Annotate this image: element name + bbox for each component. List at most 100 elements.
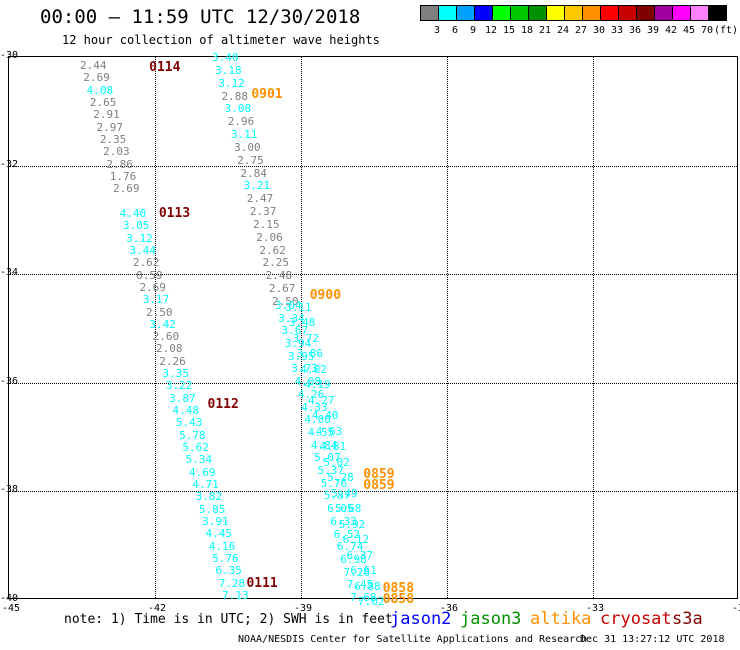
wave-height-value: 7.68 bbox=[350, 591, 377, 604]
latitude-gridline bbox=[9, 382, 737, 384]
wave-height-value: 3.11 bbox=[285, 301, 312, 314]
wave-height-value: 3.87 bbox=[169, 391, 196, 405]
color-scale-label: 18 bbox=[520, 25, 534, 36]
longitude-label: -30 bbox=[732, 603, 740, 614]
wave-height-value: 7.45 bbox=[346, 578, 374, 592]
wave-height-value: 2.97 bbox=[96, 120, 124, 134]
wave-height-value: 6.37 bbox=[346, 548, 373, 562]
wave-height-value: 3.91 bbox=[202, 515, 229, 529]
longitude-label: -36 bbox=[440, 603, 459, 614]
wave-height-value: 2.84 bbox=[240, 166, 267, 180]
latitude-gridline bbox=[9, 491, 737, 493]
color-scale-label: 27 bbox=[574, 25, 588, 36]
wave-height-value: 2.96 bbox=[227, 115, 255, 129]
wave-height-value: 4.71 bbox=[192, 478, 219, 492]
wave-height-value: 2.86 bbox=[106, 157, 133, 171]
wave-height-value: 4.08 bbox=[294, 375, 322, 389]
wave-height-value: 3.73 bbox=[291, 362, 318, 376]
wave-height-value: 2.88 bbox=[221, 89, 248, 103]
wave-height-value: 2.67 bbox=[268, 282, 296, 296]
wave-height-value: 3.05 bbox=[122, 219, 150, 233]
wave-height-value: 5.76 bbox=[320, 476, 348, 490]
longitude-label: -33 bbox=[586, 603, 605, 614]
wave-height-value: 5.76 bbox=[212, 552, 239, 566]
pass-time-label: 0111 bbox=[246, 575, 278, 591]
wave-height-value: 2.35 bbox=[99, 132, 127, 146]
wave-height-value: 6.52 bbox=[333, 527, 361, 541]
longitude-gridline bbox=[593, 57, 594, 598]
latitude-label: -34 bbox=[0, 267, 19, 279]
wave-height-value: 1.76 bbox=[109, 169, 137, 183]
wave-height-value: 2.62 bbox=[132, 256, 160, 270]
wave-height-value: 2.69 bbox=[113, 182, 140, 196]
wave-height-value: 6.61 bbox=[350, 564, 377, 578]
wave-height-value: 2.60 bbox=[152, 330, 180, 344]
wave-height-value: 3.42 bbox=[149, 317, 176, 331]
pass-time-label: 0859 bbox=[363, 477, 395, 493]
satellite-legend-jason3: jason3 bbox=[460, 609, 522, 629]
longitude-label: -42 bbox=[148, 603, 167, 614]
color-scale-label: 9 bbox=[469, 25, 477, 36]
wave-height-value: 6.74 bbox=[336, 540, 364, 554]
pass-time-label: 0114 bbox=[149, 59, 181, 75]
wave-height-value: 3.12 bbox=[126, 231, 153, 245]
wave-height-value: 2.44 bbox=[80, 59, 107, 72]
wave-height-value: 3.34 bbox=[278, 311, 305, 325]
latitude-label: -36 bbox=[0, 375, 19, 387]
wave-height-value: 2.47 bbox=[246, 192, 274, 206]
latitude-label: -38 bbox=[0, 484, 19, 496]
pass-time-label: 0859 bbox=[363, 467, 395, 483]
wave-height-value: 4.27 bbox=[308, 393, 335, 407]
wave-height-value: 4.48 bbox=[172, 404, 199, 418]
longitude-gridline bbox=[155, 57, 156, 598]
wave-height-value: 6.12 bbox=[342, 533, 370, 547]
wave-height-value: 5.34 bbox=[185, 453, 213, 467]
wave-height-value: 2.62 bbox=[259, 243, 286, 257]
wave-height-value: 6.88 bbox=[354, 579, 381, 593]
wave-height-value: 5.43 bbox=[175, 416, 203, 430]
wave-height-value: 3.12 bbox=[218, 76, 245, 90]
longitude-gridline bbox=[301, 57, 302, 598]
wave-height-value: 2.50 bbox=[146, 305, 173, 319]
wave-height-value: 5.68 bbox=[334, 502, 362, 516]
wave-height-value: 5.62 bbox=[182, 441, 209, 455]
wave-height-value: 2.25 bbox=[262, 256, 290, 270]
wave-height-value: 5.92 bbox=[338, 517, 366, 531]
latitude-gridline bbox=[9, 165, 737, 167]
color-scale-label: 6 bbox=[451, 25, 459, 36]
color-scale-label: 21 bbox=[538, 25, 552, 36]
satellite-legend-s3a: s3a bbox=[672, 609, 703, 629]
wave-height-value: 4.81 bbox=[319, 440, 347, 454]
pass-time-label: 0900 bbox=[309, 287, 342, 303]
longitude-label: -45 bbox=[2, 603, 21, 614]
wave-height-value: 3.04 bbox=[275, 299, 302, 312]
wave-height-value: 4.63 bbox=[315, 424, 343, 438]
wave-height-value: 7.28 bbox=[218, 576, 246, 590]
wave-height-value: 3.08 bbox=[224, 102, 252, 116]
satellite-legend-cryosat: cryosat bbox=[600, 609, 672, 629]
wave-height-value: 4.69 bbox=[188, 465, 216, 479]
pass-time-label: 0113 bbox=[158, 206, 191, 222]
wave-height-value: 3.44 bbox=[129, 243, 157, 257]
color-scale-label: 24 bbox=[556, 25, 570, 36]
wave-height-value: 5.02 bbox=[323, 455, 350, 469]
wave-height-value: 2.69 bbox=[83, 71, 110, 85]
wave-height-value: 3.67 bbox=[281, 324, 309, 338]
color-scale-label: 3 bbox=[433, 25, 441, 36]
footer-timestamp: Dec 31 13:27:12 UTC 2018 bbox=[580, 634, 725, 645]
wave-height-value: 2.91 bbox=[93, 108, 120, 122]
wave-height-value: 4.55 bbox=[307, 425, 335, 439]
wave-height-value: 3.94 bbox=[284, 337, 312, 351]
wave-height-value: 3.17 bbox=[142, 293, 170, 307]
wave-height-value: 2.69 bbox=[139, 280, 166, 294]
latitude-label: -40 bbox=[0, 593, 19, 604]
wave-height-value: 0.59 bbox=[136, 268, 163, 282]
wave-height-value: 3.18 bbox=[215, 63, 242, 77]
color-swatch bbox=[708, 5, 727, 21]
wave-height-value: 2.15 bbox=[253, 217, 280, 231]
color-scale-label: 33 bbox=[610, 25, 624, 36]
pass-time-label: 0858 bbox=[382, 581, 415, 597]
latitude-label: -32 bbox=[0, 158, 19, 170]
wave-height-value: 2.08 bbox=[155, 342, 183, 356]
